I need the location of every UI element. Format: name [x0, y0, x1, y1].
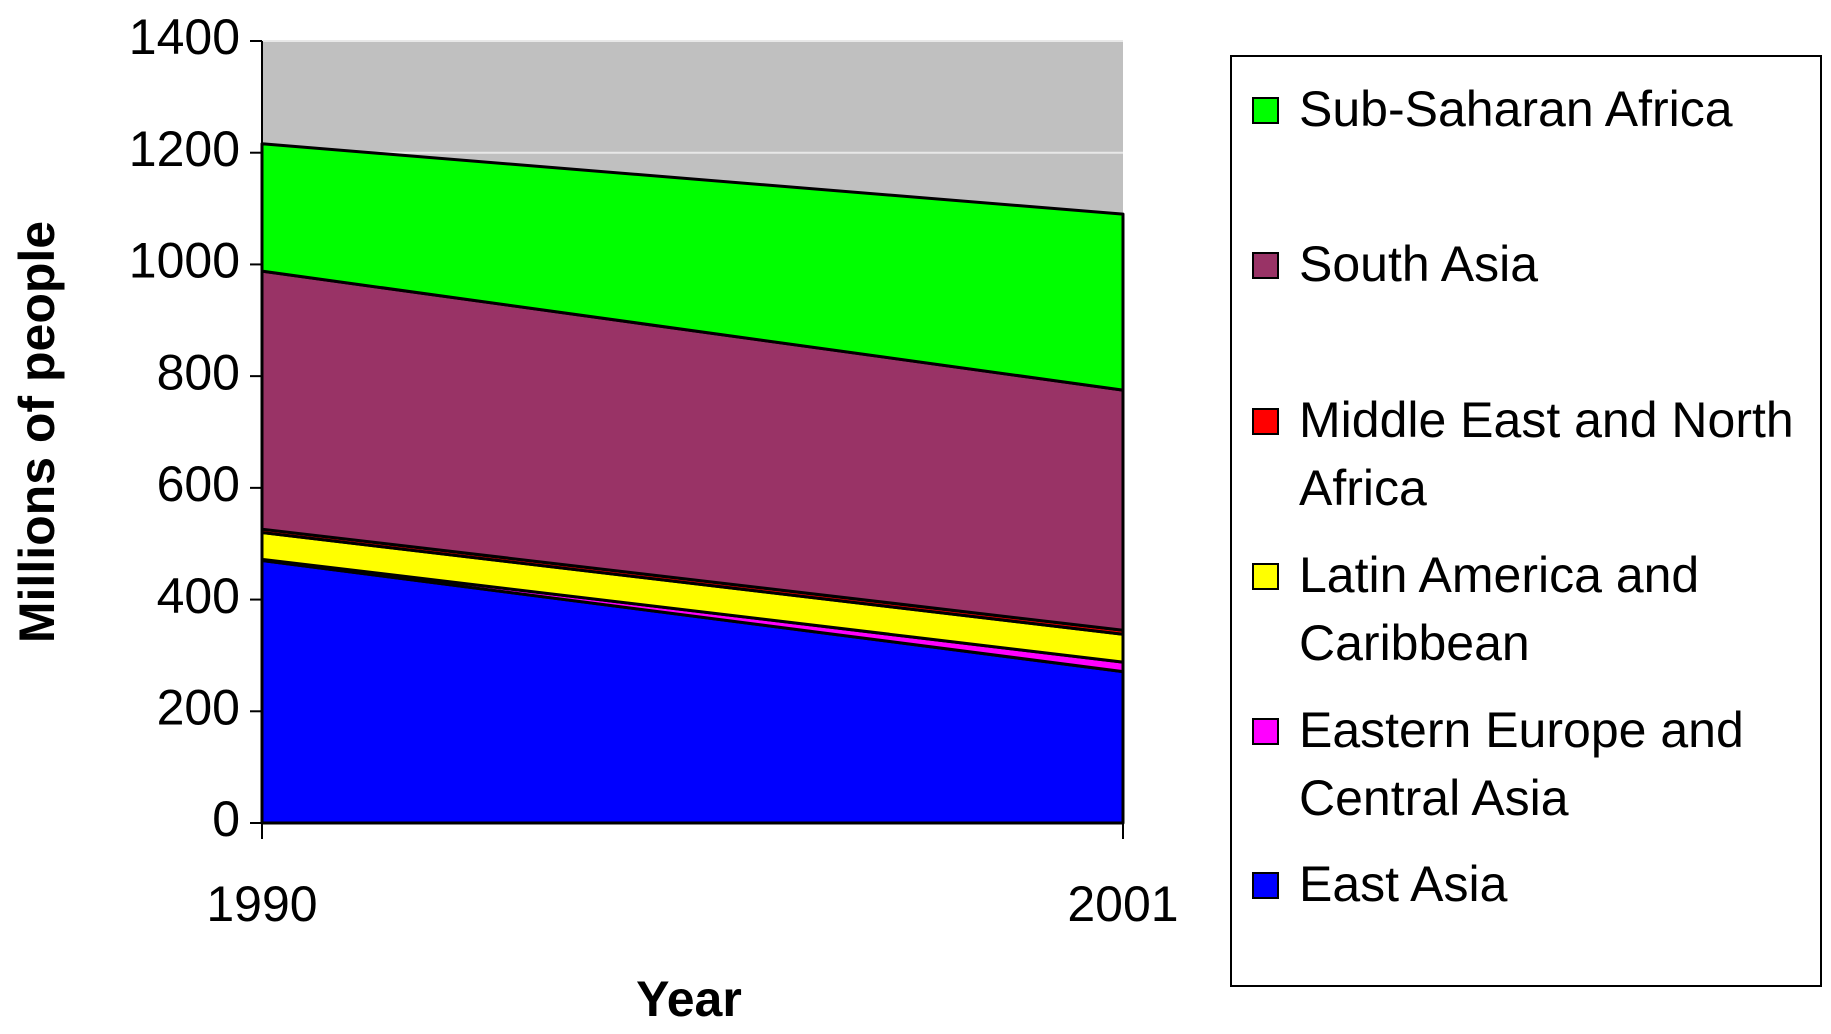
legend-label: South Asia	[1299, 236, 1539, 292]
legend-entry: Eastern Europe and Central Asia	[1252, 696, 1812, 832]
x-tick-label: 1990	[206, 876, 317, 932]
legend-entry: Sub-Saharan Africa	[1252, 75, 1812, 143]
y-tick-label: 800	[157, 344, 240, 400]
y-tick-label: 1200	[129, 121, 240, 177]
legend-swatch	[1252, 252, 1279, 279]
y-axis-title: Millions of people	[9, 221, 65, 643]
x-tick-label: 2001	[1067, 876, 1178, 932]
legend-swatch	[1252, 872, 1279, 899]
legend-entry: East Asia	[1252, 850, 1812, 918]
legend-label: Eastern Europe and Central Asia	[1299, 702, 1744, 826]
legend-swatch	[1252, 718, 1279, 745]
legend-entry: Middle East and North Africa	[1252, 386, 1812, 522]
y-tick-label: 0	[212, 791, 240, 847]
legend-entry: South Asia	[1252, 230, 1812, 298]
legend-swatch	[1252, 408, 1279, 435]
legend-swatch	[1252, 563, 1279, 590]
y-tick-label: 400	[157, 568, 240, 624]
y-tick-label: 1000	[129, 233, 240, 289]
x-axis-title: Year	[636, 971, 742, 1027]
legend: Sub-Saharan Africa South Asia Middle East …	[1230, 55, 1822, 987]
legend-label: Middle East and North Africa	[1299, 392, 1794, 516]
legend-label: Sub-Saharan Africa	[1299, 81, 1733, 137]
legend-entry: Latin America and Caribbean	[1252, 541, 1812, 677]
y-tick-label: 1400	[129, 9, 240, 65]
legend-label: East Asia	[1299, 856, 1508, 912]
legend-swatch	[1252, 97, 1279, 124]
legend-label: Latin America and Caribbean	[1299, 547, 1700, 671]
y-tick-label: 200	[157, 679, 240, 735]
y-tick-label: 600	[157, 456, 240, 512]
